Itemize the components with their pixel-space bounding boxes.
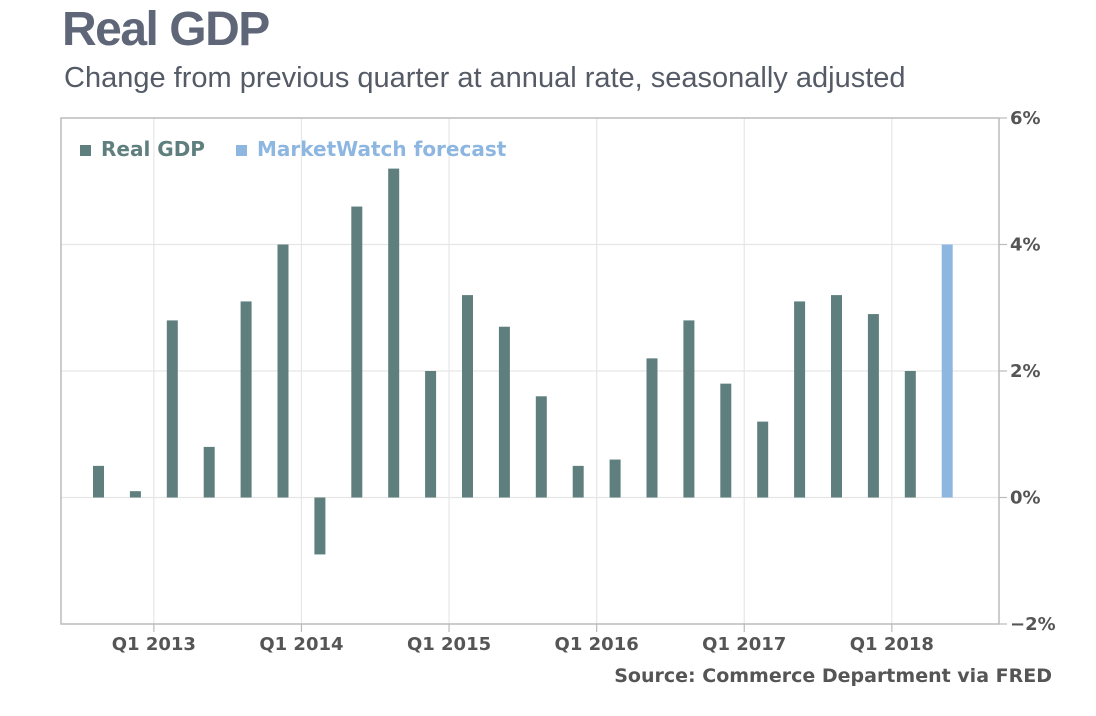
y-tick-label: 6%: [1010, 108, 1041, 129]
bar-real-gdp: [904, 371, 916, 498]
bar-real-gdp: [314, 497, 326, 555]
bar-real-gdp: [240, 301, 252, 498]
legend-swatch: [80, 145, 91, 156]
legend-label: Real GDP: [101, 137, 205, 161]
x-tick-label: Q1 2015: [407, 634, 491, 655]
bar-real-gdp: [388, 168, 400, 498]
bar-real-gdp: [203, 446, 215, 498]
bar-real-gdp: [166, 320, 178, 498]
bar-forecast: [941, 244, 953, 498]
bar-real-gdp: [93, 465, 104, 498]
bar-real-gdp: [277, 244, 289, 498]
y-tick-label: 4%: [1010, 235, 1041, 256]
bar-real-gdp: [720, 383, 732, 498]
grid-layer: [61, 118, 999, 624]
bar-real-gdp: [683, 320, 695, 498]
bar-real-gdp: [425, 371, 437, 498]
source-note: Source: Commerce Department via FRED: [614, 665, 1052, 687]
x-tick-label: Q1 2014: [259, 634, 343, 655]
bar-real-gdp: [831, 295, 842, 498]
chart-title: Real GDP: [62, 3, 270, 56]
chart-subtitle: Change from previous quarter at annual r…: [64, 62, 906, 94]
x-tick-label: Q1 2018: [850, 634, 934, 655]
bar-real-gdp: [351, 206, 363, 498]
x-axis: Q1 2013 Q1 2014 Q1 2015 Q1 2016 Q1 2017 Q1 20…: [112, 624, 934, 655]
legend-label: MarketWatch forecast: [257, 137, 507, 161]
bar-real-gdp: [609, 459, 621, 498]
x-tick-label: Q1 2016: [555, 634, 639, 655]
bar-real-gdp: [498, 326, 510, 498]
bar-real-gdp: [572, 465, 584, 498]
y-tick-label: 2%: [1010, 361, 1041, 382]
bar-real-gdp: [646, 358, 658, 498]
bar-real-gdp: [867, 314, 879, 498]
bar-real-gdp: [794, 301, 806, 498]
y-tick-label: −2%: [1010, 614, 1056, 635]
y-tick-label: 0%: [1010, 488, 1041, 509]
bar-real-gdp: [462, 295, 473, 498]
legend: Real GDP MarketWatch forecast: [80, 137, 507, 161]
bar-real-gdp: [757, 421, 769, 498]
bar-real-gdp: [129, 491, 141, 498]
x-tick-label: Q1 2017: [702, 634, 786, 655]
y-axis: −2% 0% 2% 4% 6%: [999, 108, 1056, 635]
x-tick-label: Q1 2013: [112, 634, 196, 655]
bar-real-gdp: [535, 396, 547, 498]
legend-swatch: [236, 145, 247, 156]
bars-layer: [93, 168, 953, 555]
